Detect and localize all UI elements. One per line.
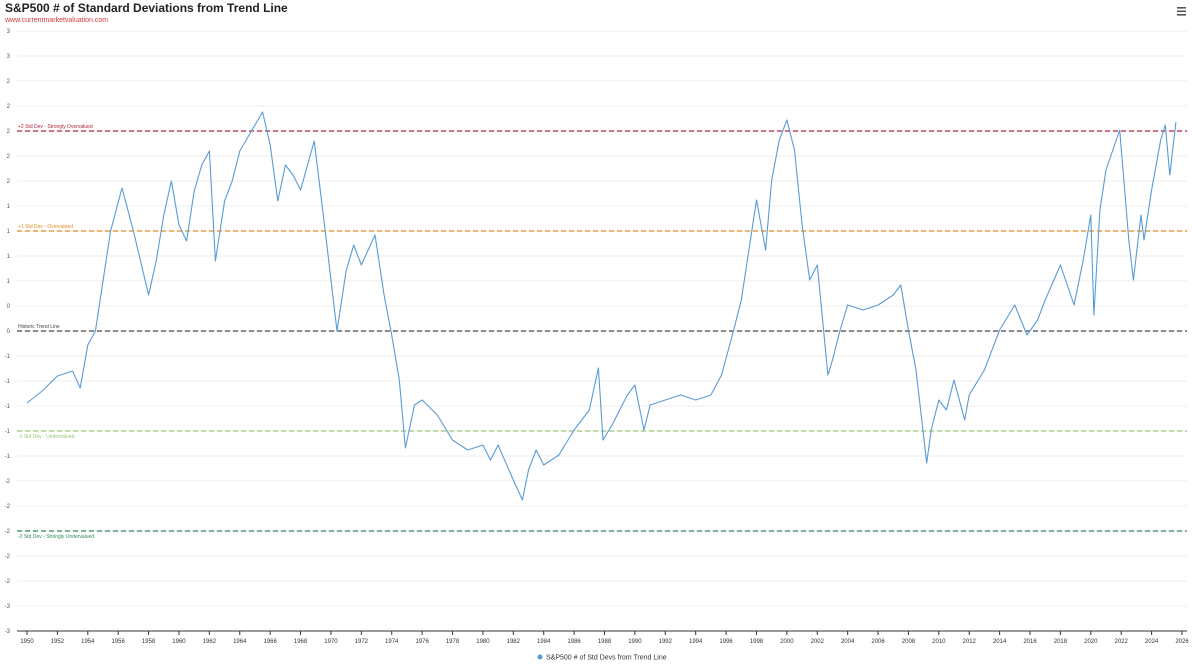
y-tick-label: 2 xyxy=(7,79,11,85)
y-tick-label: -1 xyxy=(5,379,11,385)
x-tick-label: 2016 xyxy=(1023,639,1037,645)
x-tick-label: 2026 xyxy=(1175,639,1189,645)
reference-label: -2 Std Dev - Strongly Undervalued xyxy=(18,534,94,540)
x-tick-label: 1982 xyxy=(507,639,521,645)
x-tick-label: 1950 xyxy=(20,639,34,645)
x-tick-label: 2020 xyxy=(1084,639,1098,645)
x-tick-label: 1964 xyxy=(233,639,247,645)
x-tick-label: 1954 xyxy=(81,639,95,645)
y-tick-label: 3 xyxy=(7,54,11,60)
reference-label: +2 Std Dev - Strongly Overvalued xyxy=(18,124,93,130)
x-tick-label: 2000 xyxy=(780,639,794,645)
x-tick-label: 1970 xyxy=(324,639,338,645)
y-tick-label: 2 xyxy=(7,154,11,160)
x-tick-label: 1976 xyxy=(415,639,429,645)
x-tick-label: 1988 xyxy=(598,639,612,645)
legend-label: S&P500 # of Std Devs from Trend Line xyxy=(546,655,667,662)
x-tick-label: 2014 xyxy=(993,639,1007,645)
y-tick-label: -1 xyxy=(5,454,11,460)
y-tick-label: -2 xyxy=(5,479,11,485)
y-tick-label: 1 xyxy=(7,204,11,210)
data-line xyxy=(26,111,1177,501)
y-tick-label: -2 xyxy=(5,504,11,510)
menu-button[interactable] xyxy=(1177,7,1186,16)
reference-label: -1 Std Dev - Undervalued xyxy=(18,434,75,440)
chart-title: S&P500 # of Standard Deviations from Tre… xyxy=(5,1,288,15)
y-tick-label: 2 xyxy=(7,104,11,110)
x-tick-label: 2008 xyxy=(902,639,916,645)
y-tick-label: -2 xyxy=(5,529,11,535)
y-tick-label: 1 xyxy=(7,254,11,260)
x-tick-label: 2024 xyxy=(1145,639,1159,645)
x-tick-label: 1958 xyxy=(142,639,156,645)
y-tick-label: 0 xyxy=(7,329,11,335)
x-tick-label: 1956 xyxy=(112,639,126,645)
chart-subtitle: www.currentmarketvaluation.com xyxy=(4,17,108,24)
x-tick-label: 2012 xyxy=(963,639,977,645)
y-tick-label: 3 xyxy=(7,29,11,35)
x-tick-label: 1966 xyxy=(263,639,277,645)
x-tick-label: 2018 xyxy=(1054,639,1068,645)
y-tick-label: -2 xyxy=(5,579,11,585)
y-tick-label: 1 xyxy=(7,229,11,235)
x-tick-label: 1994 xyxy=(689,639,703,645)
x-tick-label: 2010 xyxy=(932,639,946,645)
x-tick-label: 1972 xyxy=(355,639,369,645)
x-tick-label: 2004 xyxy=(841,639,855,645)
x-tick-label: 1986 xyxy=(567,639,581,645)
y-tick-label: -3 xyxy=(5,629,11,635)
x-tick-label: 1962 xyxy=(203,639,217,645)
x-tick-label: 2022 xyxy=(1115,639,1129,645)
y-tick-label: -3 xyxy=(5,604,11,610)
legend-marker xyxy=(537,654,543,660)
x-tick-label: 1990 xyxy=(628,639,642,645)
reference-label: +1 Std Dev - Overvalued xyxy=(18,224,73,230)
y-tick-label: 2 xyxy=(7,129,11,135)
x-tick-label: 1980 xyxy=(476,639,490,645)
y-tick-label: 0 xyxy=(7,304,11,310)
y-tick-label: -1 xyxy=(5,354,11,360)
x-tick-label: 1984 xyxy=(537,639,551,645)
y-tick-label: -2 xyxy=(5,554,11,560)
x-tick-label: 1996 xyxy=(719,639,733,645)
y-tick-label: -1 xyxy=(5,429,11,435)
x-tick-label: 1960 xyxy=(172,639,186,645)
x-tick-label: 1952 xyxy=(51,639,65,645)
x-tick-label: 1978 xyxy=(446,639,460,645)
x-tick-label: 1998 xyxy=(750,639,764,645)
y-tick-label: -1 xyxy=(5,404,11,410)
x-tick-label: 2002 xyxy=(811,639,825,645)
x-tick-label: 2006 xyxy=(871,639,885,645)
x-tick-label: 1974 xyxy=(385,639,399,645)
x-tick-label: 1968 xyxy=(294,639,308,645)
y-tick-label: 2 xyxy=(7,179,11,185)
x-tick-label: 1992 xyxy=(659,639,673,645)
y-tick-label: 1 xyxy=(7,279,11,285)
reference-label: Historic Trend Line xyxy=(18,324,60,330)
